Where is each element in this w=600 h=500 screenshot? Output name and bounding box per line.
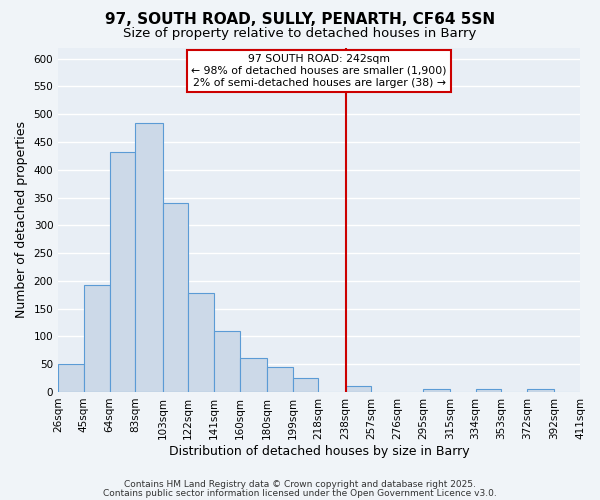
Y-axis label: Number of detached properties: Number of detached properties: [15, 121, 28, 318]
Bar: [267, 367, 293, 392]
Bar: [110, 152, 136, 392]
Bar: [423, 389, 450, 392]
Bar: [136, 123, 163, 392]
Text: Size of property relative to detached houses in Barry: Size of property relative to detached ho…: [124, 28, 476, 40]
Text: 97 SOUTH ROAD: 242sqm
← 98% of detached houses are smaller (1,900)
2% of semi-de: 97 SOUTH ROAD: 242sqm ← 98% of detached …: [191, 54, 447, 88]
Bar: [527, 389, 554, 392]
Bar: [214, 331, 240, 392]
Text: Contains public sector information licensed under the Open Government Licence v3: Contains public sector information licen…: [103, 488, 497, 498]
Bar: [346, 386, 371, 392]
Text: Contains HM Land Registry data © Crown copyright and database right 2025.: Contains HM Land Registry data © Crown c…: [124, 480, 476, 489]
Bar: [188, 292, 214, 392]
Bar: [476, 389, 502, 392]
Bar: [293, 378, 319, 392]
X-axis label: Distribution of detached houses by size in Barry: Distribution of detached houses by size …: [169, 444, 469, 458]
Bar: [58, 364, 84, 392]
Bar: [84, 286, 110, 392]
Bar: [163, 203, 188, 392]
Text: 97, SOUTH ROAD, SULLY, PENARTH, CF64 5SN: 97, SOUTH ROAD, SULLY, PENARTH, CF64 5SN: [105, 12, 495, 28]
Bar: [240, 358, 267, 392]
